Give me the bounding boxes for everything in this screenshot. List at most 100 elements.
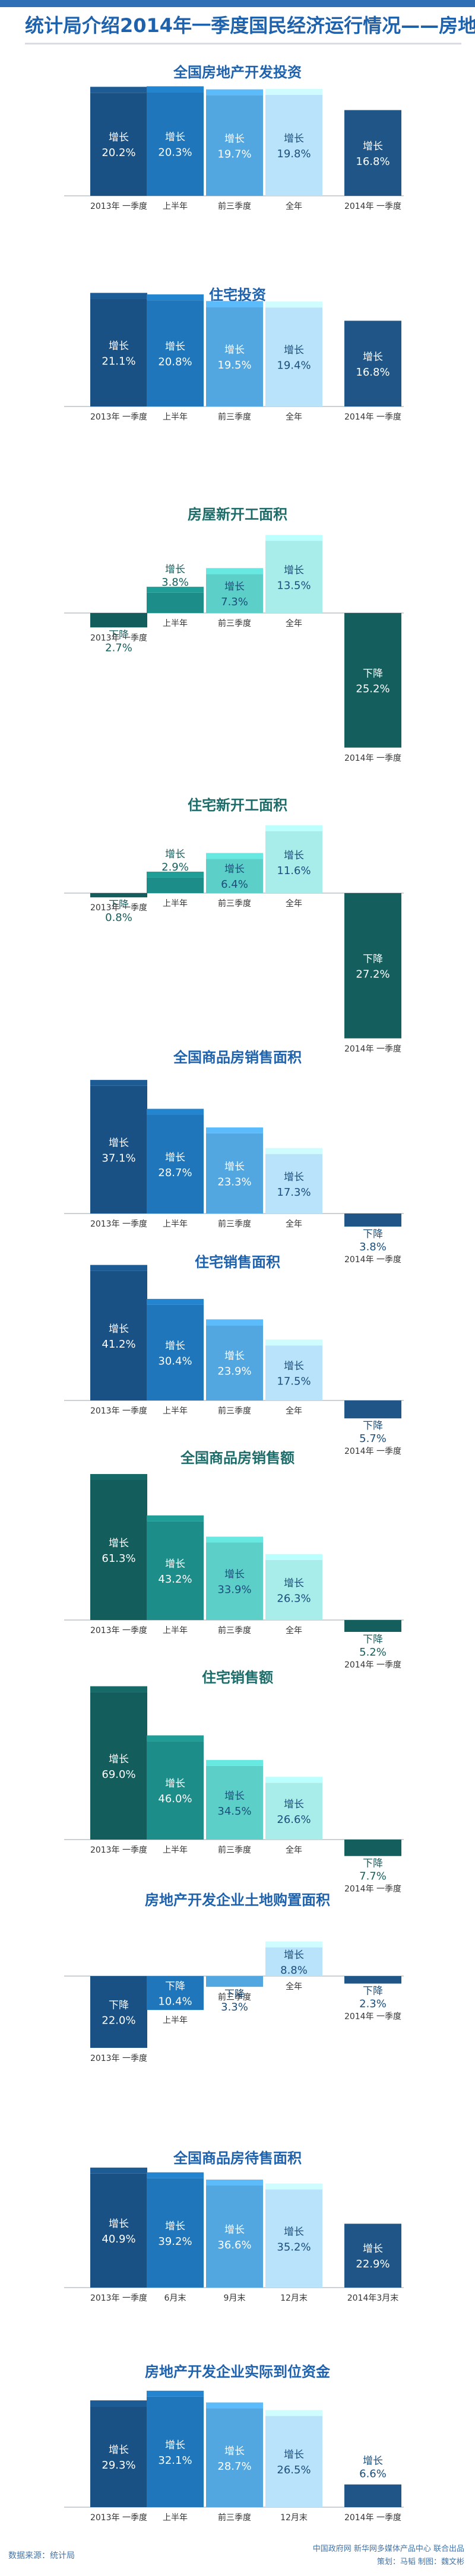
bar [265, 541, 322, 613]
bar [265, 1559, 322, 1620]
bar [265, 1345, 322, 1400]
category-label: 前三季度 [218, 618, 251, 628]
chart-title: 全国商品房销售额 [180, 1450, 294, 1466]
bar-value-label: 22.9% [356, 2258, 390, 2270]
bar-value-label: 26.6% [277, 1813, 311, 1826]
category-label: 全年 [286, 1845, 302, 1855]
bar [265, 2189, 322, 2288]
bar-value-label: 20.2% [102, 147, 135, 159]
bar [265, 2416, 322, 2507]
category-label: 2014年 一季度 [344, 1885, 401, 1894]
title-divider [25, 43, 461, 45]
bar-value-label: 19.4% [277, 360, 311, 372]
bar-label: 增长 [165, 341, 185, 353]
category-label: 前三季度 [218, 201, 251, 211]
bar-label: 下降 [165, 1981, 185, 1993]
bar-label: 下降 [109, 629, 129, 641]
bar-value-label: 21.1% [102, 355, 135, 367]
bar-label: 增长 [109, 132, 129, 144]
bar-cap [265, 2183, 322, 2190]
bar-value-label: 23.9% [217, 1365, 251, 1378]
category-label: 全年 [286, 1981, 302, 1991]
bar-label: 增长 [284, 1577, 304, 1589]
bar-value-label: 13.5% [277, 579, 311, 592]
bar-cap [206, 1319, 263, 1326]
chart-title: 房地产开发企业实际到位资金 [145, 2364, 331, 2380]
bar-label: 增长 [109, 2218, 129, 2230]
bar-label: 增长 [284, 1361, 304, 1373]
bar-label: 下降 [363, 1858, 383, 1870]
chart-title: 房地产开发企业土地购置面积 [145, 1892, 330, 1908]
chart-title: 住宅销售额 [202, 1669, 273, 1686]
bar-label: 增长 [109, 1137, 129, 1149]
bar [147, 1304, 204, 1400]
bar-value-label: 22.0% [102, 2015, 135, 2027]
bar-label: 增长 [109, 2444, 129, 2456]
bar-label: 增长 [224, 344, 245, 356]
bar-value-label: 2.9% [162, 861, 189, 874]
bar-cap [147, 1108, 204, 1115]
bar-label: 下降 [363, 668, 383, 679]
credit-line-1: 中国政府网 新华网多媒体产品中心 联合出品 [312, 2545, 464, 2553]
category-label: 全年 [286, 201, 302, 211]
bar-label: 增长 [284, 1799, 304, 1810]
bar [265, 94, 322, 196]
bar-label: 增长 [284, 2226, 304, 2238]
category-label: 2014年 一季度 [344, 202, 401, 211]
source-note: 数据来源：统计局 [8, 2551, 75, 2561]
bar-label: 增长 [109, 1754, 129, 1765]
category-label: 2013年 一季度 [90, 2513, 147, 2523]
bar [206, 859, 263, 893]
bar-value-label: 6.6% [359, 2468, 387, 2480]
bar-cap [265, 1554, 322, 1560]
bar-cap [265, 88, 322, 95]
bar-value-label: 17.3% [277, 1186, 311, 1199]
bar-cap [206, 1536, 263, 1543]
bar [206, 574, 263, 613]
bar-cap [206, 568, 263, 574]
bar [344, 1976, 401, 1984]
bar-value-label: 28.7% [158, 1167, 192, 1179]
bar-value-label: 32.1% [158, 2454, 192, 2467]
credits: 中国政府网 新华网多媒体产品中心 联合出品 策划：马韬 制图：魏文彬 [313, 2543, 464, 2569]
category-label: 上半年 [163, 619, 188, 628]
bar-value-label: 19.7% [217, 148, 251, 160]
bar-cap [90, 293, 147, 299]
bar-value-label: 7.3% [221, 596, 248, 608]
bar-label: 下降 [363, 1986, 383, 1997]
bar-value-label: 3.3% [221, 2001, 248, 2013]
category-label: 2014年 一季度 [344, 1660, 401, 1670]
bar-label: 下降 [363, 1420, 383, 1432]
bar-label: 增长 [363, 141, 383, 153]
bar-cap [147, 294, 204, 301]
bar [147, 877, 204, 893]
category-label: 2013年 一季度 [90, 1406, 147, 1416]
header-bar [0, 0, 475, 7]
bar [206, 1542, 263, 1620]
bar-cap [206, 89, 263, 96]
bar-label: 增长 [284, 345, 304, 357]
bar-label: 增长 [284, 564, 304, 576]
bar-label: 增长 [224, 1351, 245, 1362]
bar-label: 增长 [165, 1558, 185, 1570]
bar-value-label: 43.2% [158, 1573, 192, 1586]
bar-label: 下降 [363, 953, 383, 965]
bar [265, 307, 322, 406]
bar [147, 592, 204, 613]
category-label: 上半年 [163, 412, 188, 422]
bar [90, 1270, 147, 1400]
bar [265, 831, 322, 893]
bar-label: 下降 [109, 899, 129, 911]
bar [90, 1692, 147, 1840]
bar [344, 320, 401, 406]
bar-value-label: 61.3% [102, 1552, 135, 1565]
bar-value-label: 5.7% [359, 1432, 387, 1445]
bar-cap [90, 1686, 147, 1692]
